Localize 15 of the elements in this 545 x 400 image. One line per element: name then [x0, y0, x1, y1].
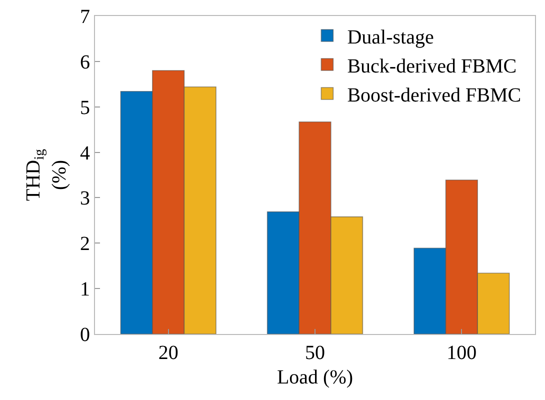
y-tick-label: 6 — [80, 51, 90, 74]
x-tick-label: 50 — [305, 342, 325, 364]
legend-label: Buck-derived FBMC — [347, 55, 517, 78]
legend-label: Boost-derived FBMC — [347, 84, 522, 106]
y-tick-label: 0 — [80, 324, 90, 346]
y-tick-label: 3 — [80, 188, 90, 210]
x-tick-label: 20 — [158, 342, 178, 364]
y-tick-label: 2 — [80, 233, 90, 256]
y-tick-label: 7 — [80, 6, 90, 28]
legend-label: Dual-stage — [347, 26, 434, 48]
y-tick-label: 4 — [80, 142, 90, 164]
y-tick-label: 5 — [80, 96, 90, 119]
x-tick-label: 100 — [446, 342, 477, 364]
x-axis-title: Load (%) — [276, 366, 354, 388]
y-tick-label: 1 — [80, 278, 90, 301]
